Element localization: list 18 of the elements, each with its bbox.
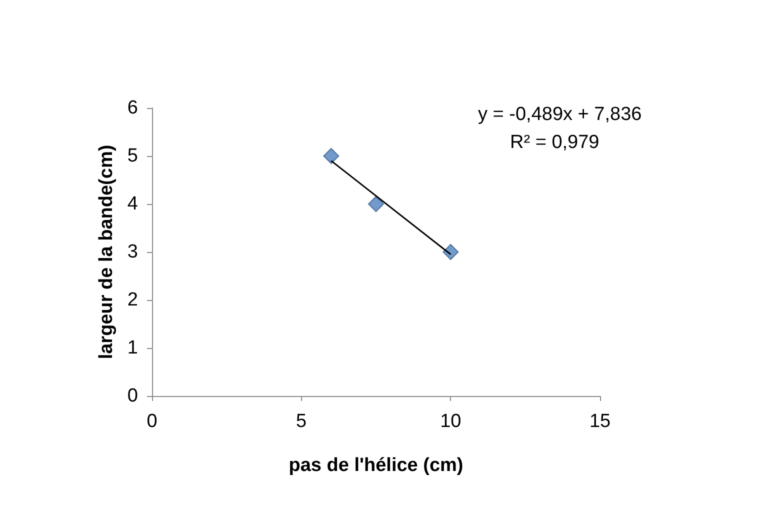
y-tick-label: 4 <box>127 194 138 214</box>
y-tick-label: 1 <box>127 338 138 358</box>
x-tick-label: 10 <box>440 411 462 432</box>
y-tick-label: 3 <box>127 242 138 262</box>
x-tick-label: 0 <box>146 411 158 432</box>
y-tick-label: 0 <box>127 386 138 406</box>
point <box>368 196 384 212</box>
annotation: R² = 0,979 <box>510 132 600 153</box>
annotation: y = -0,489x + 7,836 <box>478 104 642 125</box>
point <box>323 148 340 164</box>
x-tick-label: 5 <box>296 411 307 432</box>
y-tick-label: 6 <box>127 98 138 118</box>
y-tick-label: 2 <box>127 290 138 310</box>
y-axis-title: largeur de la bande(cm) <box>96 144 117 360</box>
x-axis-title: pas de l'hélice (cm) <box>288 455 464 476</box>
y-tick-label: 5 <box>127 146 138 166</box>
point <box>442 244 459 260</box>
x-tick-label: 15 <box>589 411 611 432</box>
